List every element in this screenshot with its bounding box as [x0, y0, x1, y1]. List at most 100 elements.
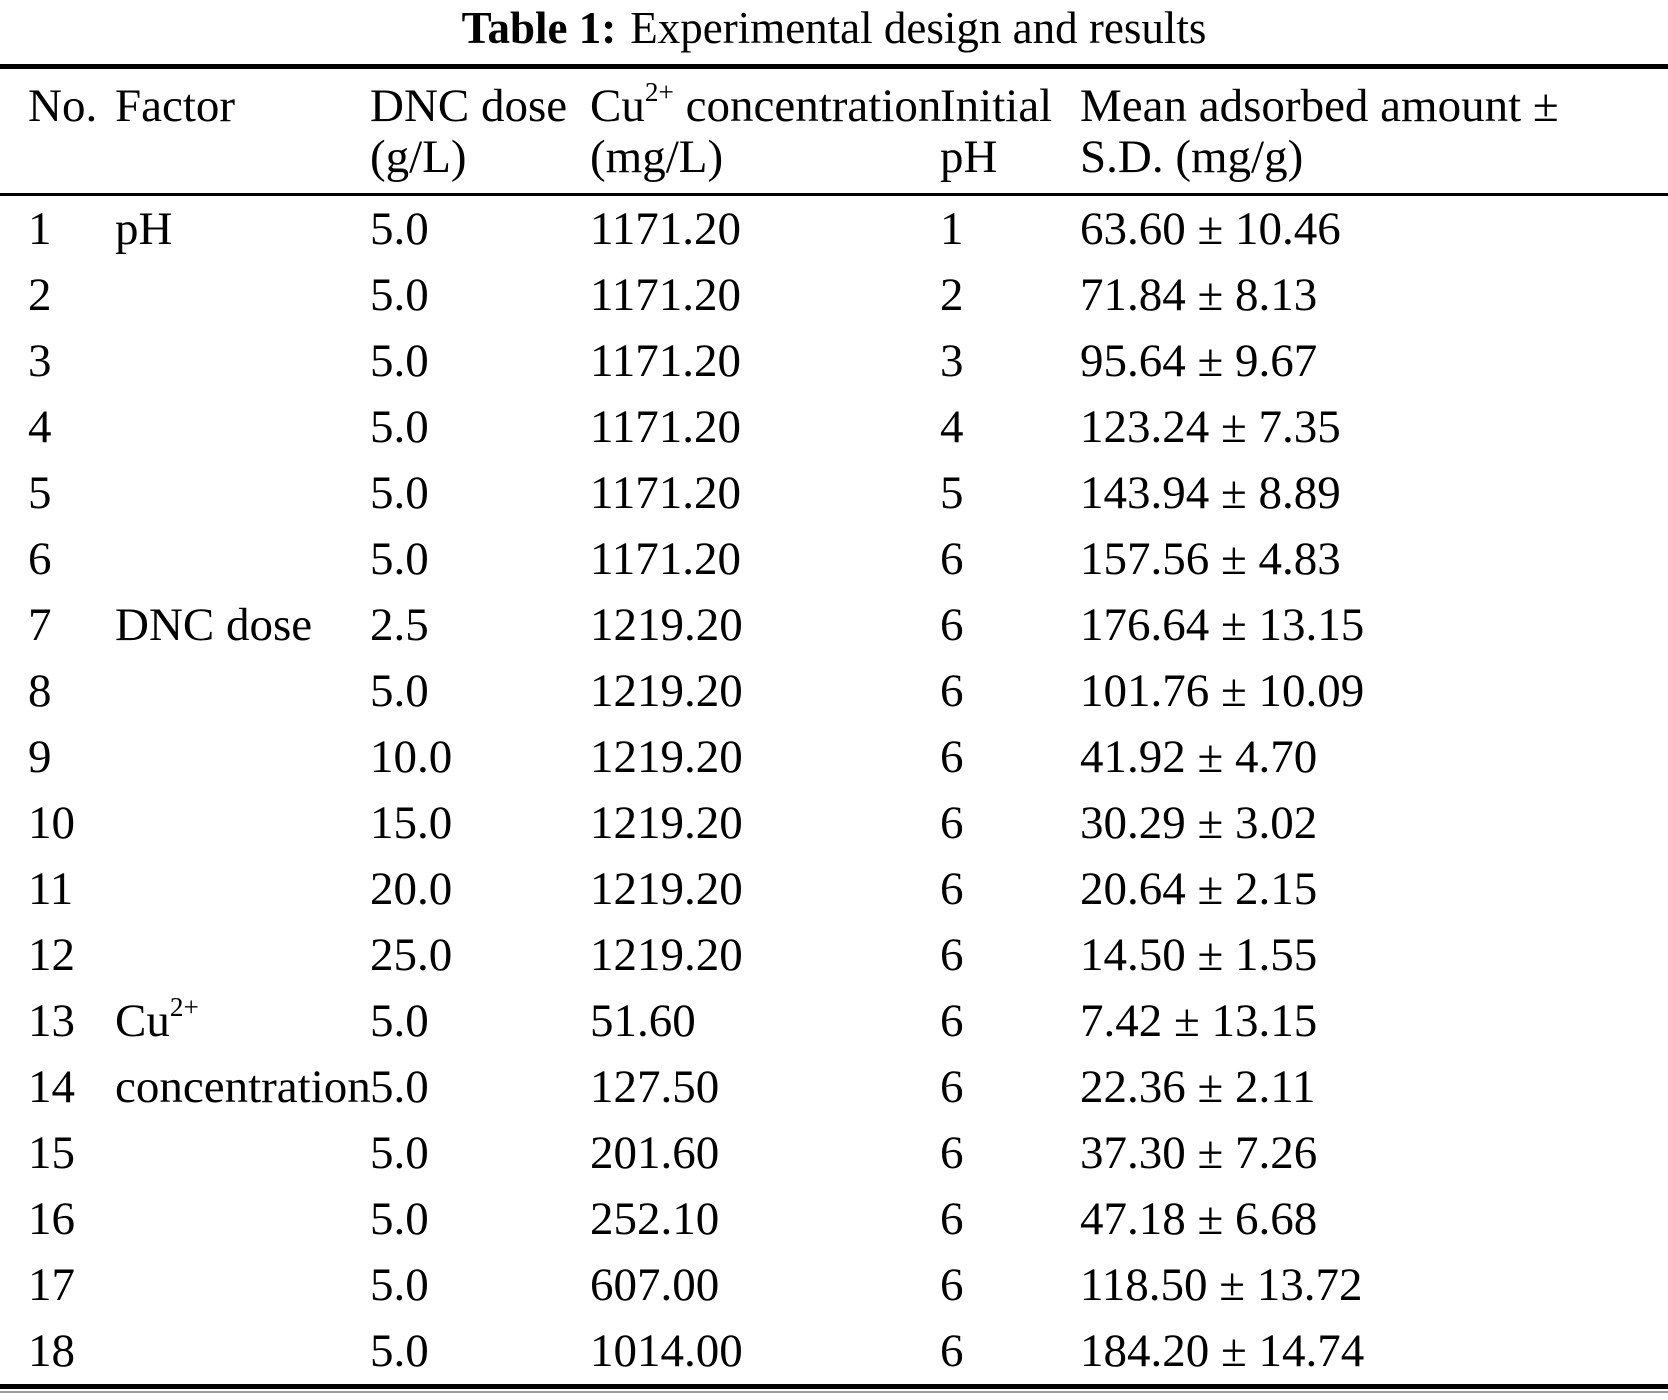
cell-no: 7	[28, 599, 52, 651]
cell-ph: 2	[940, 269, 964, 321]
cell-ph: 6	[940, 731, 964, 783]
header-dose-line1: DNC dose	[370, 80, 568, 132]
cell-no: 13	[28, 995, 75, 1047]
cell-factor	[85, 658, 340, 724]
cell-mean: 143.94 ± 8.89	[1080, 467, 1341, 519]
table-body: 1 pH 5.0 1171.20 1 63.60 ± 10.46 2 5.0 1171.20 2 7…	[0, 195, 1668, 1387]
table-title-text: Experimental design and results	[630, 3, 1207, 53]
cell-mean: 184.20 ± 14.74	[1080, 1325, 1365, 1377]
cell-dose: 5.0	[370, 335, 429, 387]
cell-concentration: 1219.20	[590, 797, 743, 849]
cell-mean: 157.56 ± 4.83	[1080, 533, 1341, 585]
cell-factor	[85, 328, 340, 394]
cell-concentration: 1219.20	[590, 599, 743, 651]
cell-ph: 6	[940, 599, 964, 651]
cell-ph: 6	[940, 665, 964, 717]
cell-factor: DNC dose	[115, 599, 313, 651]
cell-ph: 6	[940, 1259, 964, 1311]
concentration-word: concentration	[673, 80, 942, 132]
cell-dose: 5.0	[370, 1061, 429, 1113]
factor-line2: concentration	[115, 1061, 371, 1113]
table-row: 9 10.0 1219.20 6 41.92 ± 4.70	[0, 724, 1668, 790]
cell-ph: 6	[940, 797, 964, 849]
cu-symbol: Cu	[590, 80, 645, 132]
cell-factor: pH	[115, 203, 173, 255]
cell-mean: 7.42 ± 13.15	[1080, 995, 1318, 1047]
cell-factor	[85, 922, 340, 988]
cell-dose: 5.0	[370, 203, 429, 255]
cell-concentration: 1171.20	[590, 203, 742, 255]
results-table: No. Factor DNC dose (g/L) Cu2+ concentra…	[0, 64, 1668, 1389]
cell-concentration: 51.60	[590, 995, 696, 1047]
cell-no: 16	[28, 1193, 75, 1245]
cell-concentration: 1171.20	[590, 335, 742, 387]
cell-dose: 5.0	[370, 467, 429, 519]
cell-concentration: 1219.20	[590, 863, 743, 915]
header-factor-line1: Factor	[115, 80, 236, 132]
table-row: 13 Cu2+ concentration 5.0 51.60 6 7.42 ± 13.15	[0, 988, 1668, 1113]
cell-dose: 5.0	[370, 533, 429, 585]
table-row: 1 pH 5.0 1171.20 1 63.60 ± 10.46	[0, 195, 1668, 263]
cell-factor	[85, 856, 340, 922]
table-row: 16 5.0 252.10 6 47.18 ± 6.68	[0, 1186, 1668, 1252]
col-header-concentration: Cu2+ concentration (mg/L)	[560, 66, 941, 196]
cell-ph: 3	[940, 335, 964, 387]
cu-charge-superscript: 2+	[169, 992, 199, 1022]
cell-factor	[85, 526, 340, 592]
cell-ph: 6	[940, 1325, 964, 1377]
cell-factor	[85, 724, 340, 790]
cell-ph: 6	[940, 1193, 964, 1245]
cell-dose: 5.0	[370, 1127, 429, 1179]
table-row: 3 5.0 1171.20 3 95.64 ± 9.67	[0, 328, 1668, 394]
table-row: 17 5.0 607.00 6 118.50 ± 13.72	[0, 1252, 1668, 1318]
cell-concentration: 607.00	[590, 1259, 720, 1311]
cell-concentration: 201.60	[590, 1127, 720, 1179]
cell-mean: 123.24 ± 7.35	[1080, 401, 1341, 453]
cell-no: 6	[28, 533, 52, 585]
cell-concentration: 1014.00	[590, 1325, 743, 1377]
cell-no: 12	[28, 929, 75, 981]
table-row: 14 5.0 127.50 6 22.36 ± 2.11	[0, 1054, 1668, 1120]
header-row: No. Factor DNC dose (g/L) Cu2+ concentra…	[0, 66, 1668, 196]
cell-dose: 20.0	[370, 863, 453, 915]
table-header: No. Factor DNC dose (g/L) Cu2+ concentra…	[0, 66, 1668, 196]
cell-dose: 5.0	[370, 995, 429, 1047]
table-row: 11 20.0 1219.20 6 20.64 ± 2.15	[0, 856, 1668, 922]
cell-dose: 15.0	[370, 797, 453, 849]
header-concentration-line1: Cu2+ concentration	[590, 78, 941, 132]
cell-no: 5	[28, 467, 52, 519]
col-header-dose: DNC dose (g/L)	[340, 66, 568, 196]
header-no-line2	[28, 132, 85, 183]
table-title-label: Table 1:	[461, 3, 617, 53]
cell-dose: 5.0	[370, 665, 429, 717]
cell-factor	[85, 394, 340, 460]
table-row: 8 5.0 1219.20 6 101.76 ± 10.09	[0, 658, 1668, 724]
header-concentration-line2: (mg/L)	[590, 131, 724, 183]
table-row: 6 5.0 1171.20 6 157.56 ± 4.83	[0, 526, 1668, 592]
cell-ph: 6	[940, 1127, 964, 1179]
cell-mean: 63.60 ± 10.46	[1080, 203, 1341, 255]
cell-dose: 5.0	[370, 1325, 429, 1377]
cell-mean: 41.92 ± 4.70	[1080, 731, 1318, 783]
cell-concentration: 1171.20	[590, 533, 742, 585]
cell-mean: 30.29 ± 3.02	[1080, 797, 1318, 849]
table-row: 5 5.0 1171.20 5 143.94 ± 8.89	[0, 460, 1668, 526]
cell-ph: 6	[940, 995, 964, 1047]
cell-factor	[85, 790, 340, 856]
header-mean-line2: S.D. (mg/g)	[1080, 131, 1304, 183]
cell-no: 1	[28, 203, 52, 255]
cell-dose: 5.0	[370, 1259, 429, 1311]
cell-factor	[85, 1120, 340, 1186]
cu-symbol: Cu	[115, 995, 170, 1047]
cell-concentration: 1171.20	[590, 269, 742, 321]
cell-factor	[85, 262, 340, 328]
cell-mean: 71.84 ± 8.13	[1080, 269, 1318, 321]
cell-concentration: 127.50	[590, 1061, 720, 1113]
cell-ph: 6	[940, 929, 964, 981]
cell-dose: 5.0	[370, 401, 429, 453]
cell-dose: 5.0	[370, 1193, 429, 1245]
cell-concentration: 1219.20	[590, 929, 743, 981]
cell-no: 2	[28, 269, 52, 321]
cell-ph: 5	[940, 467, 964, 519]
cell-factor	[85, 1252, 340, 1318]
